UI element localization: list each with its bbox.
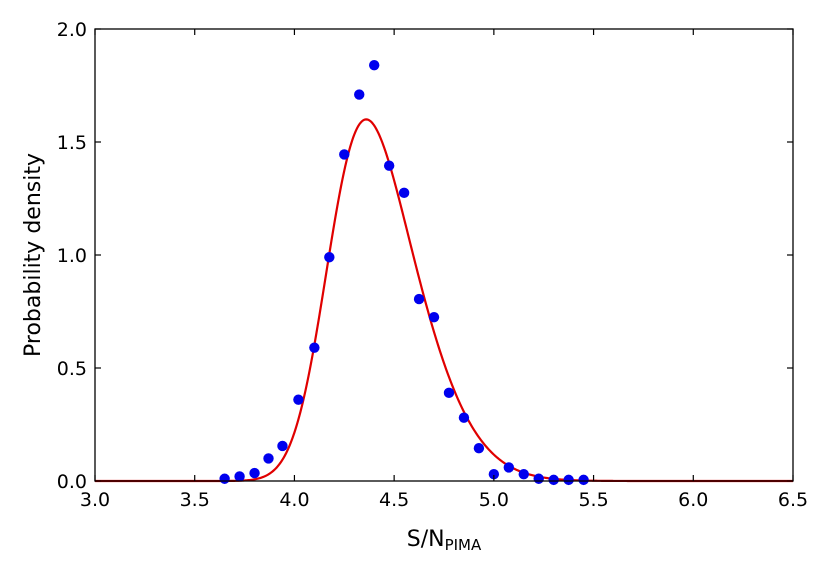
data-point [354, 89, 365, 100]
data-point [263, 453, 274, 464]
data-point [563, 474, 574, 486]
y-tick-label: 0.0 [57, 471, 87, 493]
data-point [324, 252, 335, 263]
data-point [219, 473, 230, 484]
data-point [369, 59, 380, 71]
x-axis-title: S/NPIMA [407, 527, 482, 554]
data-point [293, 394, 304, 405]
data-point [458, 412, 470, 423]
data-point [443, 387, 455, 399]
data-point [578, 474, 589, 486]
axis-ticks [94, 28, 794, 482]
x-tick-label: 6.0 [678, 489, 708, 511]
x-tick-labels: 3.0 3.5 4.0 4.5 5.0 5.5 6.0 6.5 [80, 489, 808, 511]
y-tick-labels: 0.0 0.5 1.0 1.5 2.0 [57, 19, 87, 493]
data-point [339, 149, 350, 160]
plot-frame [94, 28, 794, 482]
data-point [277, 440, 288, 452]
data-point [413, 293, 425, 305]
data-point [383, 160, 395, 171]
y-tick-label: 0.5 [57, 358, 87, 380]
x-tick-label: 4.0 [279, 489, 309, 511]
data-point [548, 474, 559, 486]
data-point [488, 469, 500, 480]
x-axis-title-main: S/N [407, 527, 445, 552]
y-axis-title: Probability density [21, 153, 46, 357]
x-tick-label: 4.5 [379, 489, 409, 511]
x-tick-label: 5.0 [479, 489, 509, 511]
fit-curve-line [95, 118, 793, 483]
data-point [249, 467, 260, 479]
data-point [533, 473, 544, 484]
data-point [473, 443, 485, 454]
y-tick-label: 2.0 [57, 19, 87, 41]
data-point [518, 469, 529, 480]
data-point [503, 462, 515, 473]
x-tick-label: 6.5 [778, 489, 808, 511]
x-tick-label: 3.0 [80, 489, 110, 511]
data-points-layer [219, 59, 589, 486]
x-tick-label: 5.5 [578, 489, 608, 511]
data-point [309, 342, 320, 353]
data-point [428, 311, 440, 323]
fit-curve-layer [95, 118, 793, 483]
x-axis-title-subscript: PIMA [445, 536, 482, 554]
y-tick-label: 1.0 [57, 245, 87, 267]
y-tick-label: 1.5 [57, 132, 87, 154]
x-tick-label: 3.5 [180, 489, 210, 511]
data-point [398, 187, 410, 199]
data-point [234, 471, 245, 482]
